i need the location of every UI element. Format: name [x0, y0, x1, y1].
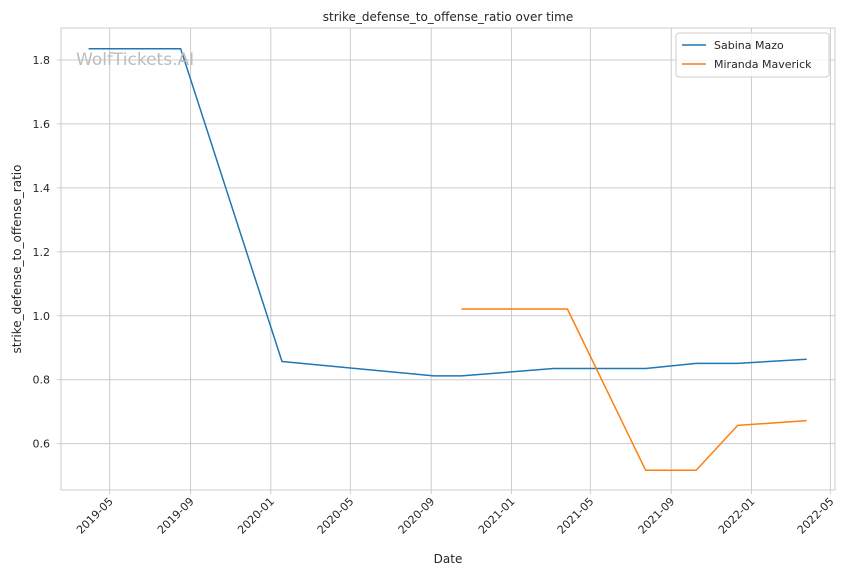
axes: 2019-05 2019-09 2020-01 2020-05 2020-09 2021-…	[33, 27, 837, 537]
series-lines	[88, 48, 807, 471]
x-tick-label: 2020-01	[235, 495, 277, 537]
x-tick-label: 2021-05	[555, 495, 597, 537]
x-tick-label: 2019-05	[74, 495, 116, 537]
y-axis-label: strike_defense_to_offense_ratio	[10, 165, 24, 354]
chart-title: strike_defense_to_offense_ratio over tim…	[323, 10, 573, 24]
x-tick-label: 2022-01	[716, 495, 758, 537]
y-tick-label: 0.6	[33, 438, 51, 451]
x-tick-label: 2021-01	[476, 495, 518, 537]
legend-label: Miranda Maverick	[714, 58, 812, 71]
y-tick-label: 0.8	[33, 374, 51, 387]
legend: Sabina Mazo Miranda Maverick	[675, 32, 830, 78]
y-tick-label: 1.8	[33, 54, 51, 67]
x-tick-label: 2022-05	[795, 495, 837, 537]
y-tick-label: 1.0	[33, 310, 51, 323]
grid	[61, 28, 835, 490]
y-tick-label: 1.2	[33, 246, 51, 259]
x-tick-label: 2020-09	[396, 495, 438, 537]
x-axis-label: Date	[434, 552, 463, 566]
series-line-0	[88, 48, 807, 377]
legend-label: Sabina Mazo	[714, 39, 784, 52]
x-tick-label: 2020-05	[315, 495, 357, 537]
watermark: WolfTickets.AI	[76, 50, 194, 70]
legend-box	[675, 32, 830, 78]
y-tick-label: 1.4	[33, 182, 51, 195]
series-line-1	[461, 308, 807, 471]
x-tick-label: 2019-09	[155, 495, 197, 537]
y-tick-label: 1.6	[33, 118, 51, 131]
x-tick-label: 2021-09	[636, 495, 678, 537]
plot-frame	[60, 27, 836, 491]
